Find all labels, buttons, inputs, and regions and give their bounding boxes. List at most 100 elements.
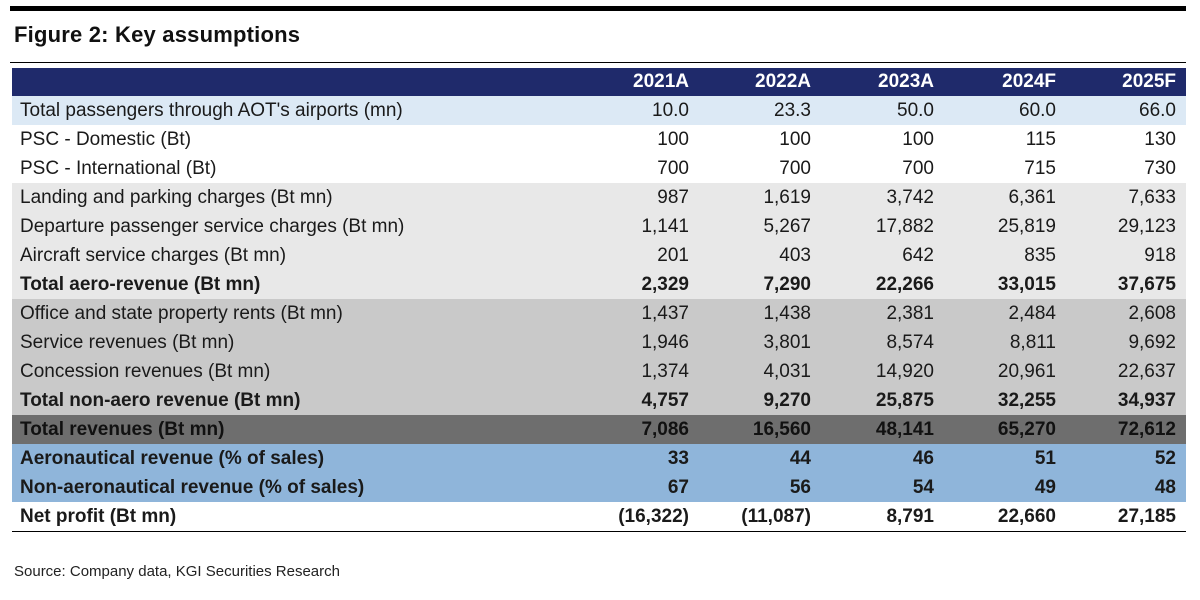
cell-value: 20,961: [944, 357, 1066, 386]
cell-value: 29,123: [1066, 212, 1186, 241]
cell-value: 715: [944, 154, 1066, 183]
table-row: Departure passenger service charges (Bt …: [12, 212, 1186, 241]
cell-value: 4,757: [577, 386, 699, 415]
table-row: Landing and parking charges (Bt mn) 987 …: [12, 183, 1186, 212]
cell-value: 130: [1066, 125, 1186, 154]
cell-value: 7,086: [577, 415, 699, 444]
cell-value: 66.0: [1066, 96, 1186, 125]
cell-value: 54: [821, 473, 944, 502]
cell-value: 3,801: [699, 328, 821, 357]
header-label: [12, 68, 577, 96]
row-label: Office and state property rents (Bt mn): [12, 299, 577, 328]
cell-value: 100: [821, 125, 944, 154]
header-2021a: 2021A: [577, 68, 699, 96]
cell-value: 16,560: [699, 415, 821, 444]
row-label: Concession revenues (Bt mn): [12, 357, 577, 386]
cell-value: 8,574: [821, 328, 944, 357]
cell-value: 6,361: [944, 183, 1066, 212]
table-header-row: 2021A 2022A 2023A 2024F 2025F: [12, 68, 1186, 96]
cell-value: 1,438: [699, 299, 821, 328]
top-rule: [10, 6, 1186, 11]
row-label: Aircraft service charges (Bt mn): [12, 241, 577, 270]
cell-value: 37,675: [1066, 270, 1186, 299]
table-row: Aircraft service charges (Bt mn) 201 403…: [12, 241, 1186, 270]
cell-value: 987: [577, 183, 699, 212]
cell-value: 1,141: [577, 212, 699, 241]
cell-value: 23.3: [699, 96, 821, 125]
cell-value: 46: [821, 444, 944, 473]
cell-value: 7,633: [1066, 183, 1186, 212]
cell-value: 1,374: [577, 357, 699, 386]
table-row: Service revenues (Bt mn) 1,946 3,801 8,5…: [12, 328, 1186, 357]
cell-value: 48,141: [821, 415, 944, 444]
table-row: PSC - Domestic (Bt) 100 100 100 115 130: [12, 125, 1186, 154]
row-label: PSC - International (Bt): [12, 154, 577, 183]
cell-value: 25,875: [821, 386, 944, 415]
cell-value: 33: [577, 444, 699, 473]
table-row-net-profit: Net profit (Bt mn) (16,322) (11,087) 8,7…: [12, 502, 1186, 532]
row-label: Landing and parking charges (Bt mn): [12, 183, 577, 212]
header-2024f: 2024F: [944, 68, 1066, 96]
cell-value: 50.0: [821, 96, 944, 125]
cell-value: 700: [577, 154, 699, 183]
cell-value: 403: [699, 241, 821, 270]
cell-value: 52: [1066, 444, 1186, 473]
cell-value: 918: [1066, 241, 1186, 270]
cell-value: 67: [577, 473, 699, 502]
cell-value: 25,819: [944, 212, 1066, 241]
cell-value: 1,946: [577, 328, 699, 357]
cell-value: 700: [699, 154, 821, 183]
cell-value: (11,087): [699, 502, 821, 532]
source-note: Source: Company data, KGI Securities Res…: [14, 563, 340, 580]
cell-value: 33,015: [944, 270, 1066, 299]
table-row-total-revenues: Total revenues (Bt mn) 7,086 16,560 48,1…: [12, 415, 1186, 444]
cell-value: 2,484: [944, 299, 1066, 328]
table-row: Office and state property rents (Bt mn) …: [12, 299, 1186, 328]
cell-value: 48: [1066, 473, 1186, 502]
cell-value: 2,608: [1066, 299, 1186, 328]
cell-value: 2,381: [821, 299, 944, 328]
row-label: Total passengers through AOT's airports …: [12, 96, 577, 125]
figure-title: Figure 2: Key assumptions: [14, 22, 301, 47]
cell-value: 22,266: [821, 270, 944, 299]
table-row-total-aero: Total aero-revenue (Bt mn) 2,329 7,290 2…: [12, 270, 1186, 299]
cell-value: 65,270: [944, 415, 1066, 444]
cell-value: 17,882: [821, 212, 944, 241]
row-label: Departure passenger service charges (Bt …: [12, 212, 577, 241]
row-label: Total aero-revenue (Bt mn): [12, 270, 577, 299]
cell-value: (16,322): [577, 502, 699, 532]
cell-value: 32,255: [944, 386, 1066, 415]
cell-value: 8,791: [821, 502, 944, 532]
title-rule: [10, 62, 1186, 63]
cell-value: 9,270: [699, 386, 821, 415]
cell-value: 27,185: [1066, 502, 1186, 532]
cell-value: 4,031: [699, 357, 821, 386]
table-row: PSC - International (Bt) 700 700 700 715…: [12, 154, 1186, 183]
cell-value: 49: [944, 473, 1066, 502]
header-2022a: 2022A: [699, 68, 821, 96]
row-label: Non-aeronautical revenue (% of sales): [12, 473, 577, 502]
cell-value: 2,329: [577, 270, 699, 299]
cell-value: 34,937: [1066, 386, 1186, 415]
header-2023a: 2023A: [821, 68, 944, 96]
row-label: Total revenues (Bt mn): [12, 415, 577, 444]
table-row: Total passengers through AOT's airports …: [12, 96, 1186, 125]
cell-value: 56: [699, 473, 821, 502]
row-label: Net profit (Bt mn): [12, 502, 577, 532]
cell-value: 5,267: [699, 212, 821, 241]
cell-value: 22,660: [944, 502, 1066, 532]
cell-value: 100: [577, 125, 699, 154]
row-label: Total non-aero revenue (Bt mn): [12, 386, 577, 415]
cell-value: 8,811: [944, 328, 1066, 357]
cell-value: 730: [1066, 154, 1186, 183]
cell-value: 51: [944, 444, 1066, 473]
table-row-non-aero-share: Non-aeronautical revenue (% of sales) 67…: [12, 473, 1186, 502]
cell-value: 10.0: [577, 96, 699, 125]
row-label: PSC - Domestic (Bt): [12, 125, 577, 154]
cell-value: 7,290: [699, 270, 821, 299]
cell-value: 60.0: [944, 96, 1066, 125]
cell-value: 100: [699, 125, 821, 154]
table-row-aero-share: Aeronautical revenue (% of sales) 33 44 …: [12, 444, 1186, 473]
table-row: Concession revenues (Bt mn) 1,374 4,031 …: [12, 357, 1186, 386]
cell-value: 22,637: [1066, 357, 1186, 386]
